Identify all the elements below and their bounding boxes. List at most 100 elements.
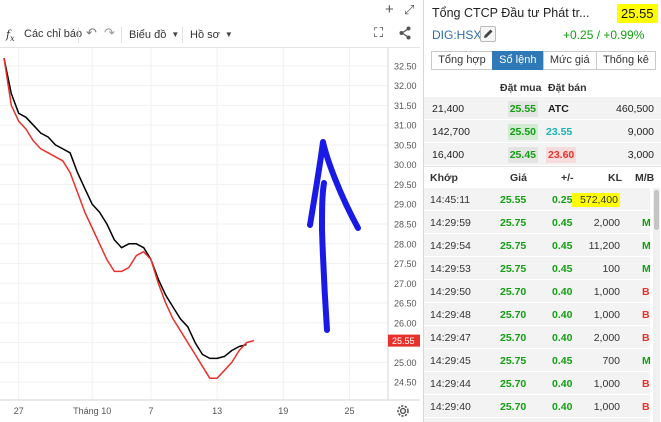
x-tick-label: 19 [278,406,288,416]
tab-statistics[interactable]: Thống kê [595,51,657,70]
trade-time: 14:29:44 [430,378,471,390]
redo-icon[interactable]: ↷ [104,25,115,40]
trade-row[interactable]: 14:29:47 25.70 0.40 2,000 B [424,326,650,349]
y-tick-label: 27.00 [394,279,417,289]
trade-price: 25.75 [500,263,527,275]
trade-row[interactable]: 14:29:44 25.70 0.40 1,000 B [424,372,650,395]
ask-price: 23.60 [546,147,577,163]
ask-header: Đặt bán [548,82,587,94]
y-tick-label: 27.50 [394,259,417,269]
add-icon[interactable]: + [385,1,394,18]
chart-type-dropdown[interactable]: Biểu đồ ▼ [129,27,179,43]
trade-side: B [642,378,650,390]
trade-row[interactable]: 14:29:50 25.70 0.40 1,000 B [424,280,650,303]
annotation-arrow-icon [307,139,361,333]
trade-change: 0.40 [552,286,573,298]
ask-quantity: 3,000 [627,149,654,161]
trade-change: 0.45 [552,240,573,252]
trade-row[interactable]: 14:29:54 25.75 0.45 11,200 M [424,234,651,257]
trade-price: 25.70 [500,378,527,390]
toolbar-divider [182,27,183,43]
orderbook-row[interactable]: 21,400 25.55 ATC 460,500 [424,97,661,119]
share-icon[interactable] [399,26,411,45]
tab-summary[interactable]: Tổng hợp [431,51,493,70]
indicator-fx-icon[interactable]: fx [6,28,15,44]
trade-price: 25.75 [500,355,527,367]
chart-panel: 32.50 32.00 31.50 31.00 30.50 30.00 29.50 29.00… [0,0,420,422]
expand-icon[interactable]: ⤢ [404,2,415,17]
trade-row[interactable]: 14:29:53 25.75 0.45 100 M [424,257,651,280]
trade-volume: 1,000 [593,401,620,413]
y-tick-label: 26.00 [394,318,417,328]
trade-time: 14:29:59 [430,217,471,229]
tab-order-book[interactable]: Sổ lệnh [491,51,544,70]
orderbook-row[interactable]: 142,700 25.50 23.55 9,000 [424,120,661,142]
y-tick-label: 31.50 [394,101,417,111]
trade-volume: 100 [602,263,620,275]
bid-price: 25.55 [508,101,538,117]
fullscreen-icon[interactable]: ⛶ [374,25,384,40]
trades-header: Khớp Giá +/- KL M/B [424,166,661,188]
bid-header: Đặt mua [500,82,542,94]
panel-tabs: Tổng hợp Sổ lệnh Mức giá Thống kê [431,51,657,70]
price-change: +0.25 / +0.99% [563,28,645,42]
scroll-thumb[interactable] [654,190,659,230]
indicators-button[interactable]: Các chỉ báo [24,28,83,40]
trade-row[interactable]: 14:29:45 25.75 0.45 700 M [424,349,651,372]
undo-icon[interactable]: ↶ [86,25,97,40]
ticker-symbol[interactable]: DIG:HSX [432,28,482,42]
tab-price-levels[interactable]: Mức giá [542,51,597,70]
trade-price: 25.75 [500,240,527,252]
pencil-icon [484,29,493,38]
trade-change: 0.40 [552,378,573,390]
trade-time: 14:29:40 [430,401,471,413]
trade-price: 25.70 [500,332,527,344]
trade-side: B [642,286,650,298]
last-price-marker [388,334,420,347]
trade-change: 0.45 [552,263,573,275]
stock-detail-panel: Tổng CTCP Đầu tư Phát tr... 25.55 DIG:HS… [423,0,661,422]
trade-change: 0.40 [552,332,573,344]
trade-volume: 572,400 [572,193,620,207]
trade-row[interactable]: 14:29:40 25.70 0.40 1,000 B [424,395,650,418]
volume-header: KL [608,172,622,184]
trade-side: M [642,240,651,252]
profile-dropdown[interactable]: Hồ sơ ▼ [190,27,233,43]
trade-price: 25.70 [500,309,527,321]
side-header: M/B [635,172,655,184]
ask-quantity: 460,500 [616,103,654,115]
toolbar-divider [78,27,79,43]
bid-price: 25.45 [508,147,538,163]
trade-time: 14:29:48 [430,309,471,321]
x-tick-label: 25 [344,406,354,416]
trade-row[interactable]: 14:29:48 25.70 0.40 1,000 B [424,303,650,326]
y-tick-label: 24.50 [394,378,417,388]
trade-time: 14:29:53 [430,263,471,275]
trade-volume: 1,000 [593,378,620,390]
chart-toolbar: fx Các chỉ báo ↶ ↷ Biểu đồ ▼ Hồ sơ ▼ ⛶ [0,22,420,48]
y-tick-label: 32.00 [394,81,417,91]
x-tick-label: 27 [14,406,24,416]
trade-row[interactable]: 14:29:59 25.75 0.45 2,000 M [424,211,651,234]
trade-time: 14:29:45 [430,355,471,367]
trades-scrollbar[interactable] [653,188,660,422]
trade-price: 25.70 [500,286,527,298]
price-chart[interactable]: 32.50 32.00 31.50 31.00 30.50 30.00 29.50 29.00… [0,0,420,422]
trade-change: 0.40 [552,401,573,413]
x-tick-label: 7 [148,406,153,416]
trade-time: 14:29:50 [430,286,471,298]
trade-price: 25.55 [500,194,527,206]
trade-change: 0.45 [552,355,573,367]
company-name: Tổng CTCP Đầu tư Phát tr... [432,6,590,20]
y-tick-label: 29.00 [394,200,417,210]
trade-row[interactable]: 14:45:11 25.55 0.25 572,400 [424,188,650,211]
gear-icon[interactable] [395,403,411,419]
y-tick-label: 28.50 [394,220,417,230]
trade-change: 0.45 [552,217,573,229]
current-price-badge: 25.55 [617,4,658,23]
bid-quantity: 21,400 [432,103,465,115]
orderbook-row[interactable]: 16,400 25.45 23.60 3,000 [424,143,661,165]
bid-quantity: 16,400 [432,149,465,161]
edit-button[interactable] [480,26,496,42]
